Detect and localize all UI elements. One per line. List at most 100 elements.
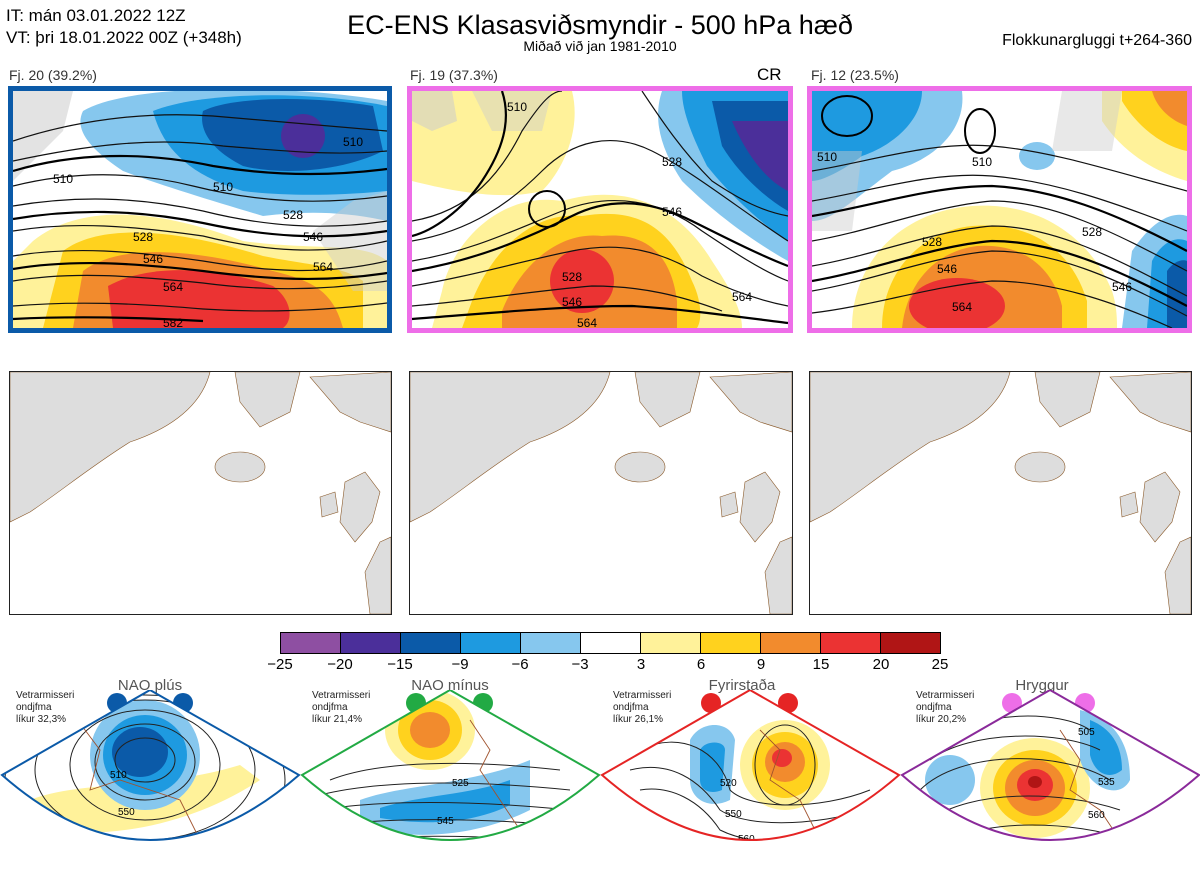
empty-map-2 (409, 371, 793, 615)
colorbar-swatch (821, 633, 881, 653)
colorbar-tick: 25 (931, 656, 949, 673)
contour-label: 546 (143, 252, 163, 266)
contour-label: 510 (343, 135, 363, 149)
contour-label: 565 (447, 850, 464, 861)
contour-label: 560 (738, 834, 755, 845)
contour-label: 528 (1082, 225, 1102, 239)
contour-label: 510 (817, 150, 837, 164)
contour-label: 546 (662, 205, 682, 219)
cluster-1-map: 510 510 510 528 528 546 546 564 564 582 (8, 86, 392, 333)
contour-label: 510 (507, 100, 527, 114)
cluster-1-label: Fj. 20 (39.2%) (9, 67, 97, 83)
contour-label: 550 (118, 807, 135, 818)
regime-season: Vetrarmisseri (312, 690, 371, 701)
cluster-3-label: Fj. 12 (23.5%) (811, 67, 899, 83)
regime-4-frame (900, 690, 1200, 841)
regime-3-marker-left (701, 693, 721, 713)
regime-months: ondjfma (16, 702, 52, 713)
cluster-2-label: Fj. 19 (37.3%) (410, 67, 498, 83)
colorbar-swatch (521, 633, 581, 653)
contour-label: 564 (163, 280, 183, 294)
regime-4-map: 505 535 560 (902, 690, 1199, 840)
regime-probability: líkur 20,2% (916, 714, 967, 725)
regime-2-name: NAO mínus (411, 677, 489, 694)
regime-4-stats: Vetrarmisseri ondjfma líkur 20,2% (916, 690, 974, 726)
regime-1-map: 510 550 (2, 690, 299, 840)
cluster-3-map: 510 510 528 528 546 546 564 (807, 86, 1192, 333)
regime-3-stats: Vetrarmisseri ondjfma líkur 26,1% (613, 690, 671, 726)
regime-3-map: 520 550 560 (602, 690, 899, 845)
regime-season: Vetrarmisseri (916, 690, 975, 701)
colorbar-tick: −15 (387, 656, 413, 673)
contour-label: 546 (562, 295, 582, 309)
regime-2-map: 525 545 565 (302, 690, 599, 861)
contour-label: 528 (662, 155, 682, 169)
contour-label: 550 (725, 809, 742, 820)
contour-label: 528 (133, 230, 153, 244)
colorbar-tick: 9 (756, 656, 766, 673)
initial-time: IT: mán 03.01.2022 12Z (6, 6, 186, 25)
colorbar-swatch (281, 633, 341, 653)
colorbar-swatch (881, 633, 940, 653)
contour-label: 560 (1088, 810, 1105, 821)
contour-label: 546 (937, 262, 957, 276)
regime-2-stats: Vetrarmisseri ondjfma líkur 21,4% (312, 690, 370, 726)
classification-window: Flokkunargluggi t+264-360 (1002, 32, 1192, 49)
contour-label: 510 (213, 180, 233, 194)
regime-season: Vetrarmisseri (16, 690, 75, 701)
regime-3-frame (600, 690, 901, 841)
regime-4-name: Hryggur (1015, 677, 1069, 694)
regime-1-name: NAO plús (117, 677, 183, 694)
regime-probability: líkur 32,3% (16, 714, 67, 725)
colorbar-tick: 6 (696, 656, 706, 673)
colorbar-tick: 15 (812, 656, 830, 673)
colorbar-swatch (641, 633, 701, 653)
colorbar-swatch (581, 633, 641, 653)
regime-months: ondjfma (312, 702, 348, 713)
empty-map-3 (809, 371, 1192, 615)
regime-season: Vetrarmisseri (613, 690, 672, 701)
regime-3-name: Fyrirstaða (708, 677, 776, 694)
regime-2-frame (300, 690, 601, 841)
regime-1-frame (0, 690, 301, 841)
climatology-subtitle: Miðað við jan 1981-2010 (523, 38, 677, 54)
colorbar-tick: −3 (571, 656, 589, 673)
contour-label: 582 (163, 316, 183, 328)
regime-1-stats: Vetrarmisseri ondjfma líkur 32,3% (16, 690, 74, 726)
colorbar-swatch (341, 633, 401, 653)
regime-probability: líkur 21,4% (312, 714, 363, 725)
contour-label: 564 (577, 316, 597, 328)
valid-time: VT: þri 18.01.2022 00Z (+348h) (6, 28, 242, 47)
contour-label: 505 (1078, 727, 1095, 738)
regime-probability: líkur 26,1% (613, 714, 664, 725)
contour-label: 535 (1098, 777, 1115, 788)
empty-map-1 (9, 371, 392, 615)
contour-label: 528 (922, 235, 942, 249)
contour-label: 564 (313, 260, 333, 274)
page-title: EC-ENS Klasasviðsmyndir - 500 hPa hæð (347, 10, 853, 40)
anomaly-colorbar (280, 632, 941, 654)
contour-label: 564 (952, 300, 972, 314)
contour-label: 546 (303, 230, 323, 244)
colorbar-swatch (761, 633, 821, 653)
colorbar-tick: 20 (872, 656, 890, 673)
colorbar-tick: −6 (511, 656, 529, 673)
contour-label: 520 (720, 778, 737, 789)
contour-label: 510 (53, 172, 73, 186)
contour-label: 528 (283, 208, 303, 222)
colorbar-swatch (461, 633, 521, 653)
colorbar-swatch (401, 633, 461, 653)
colorbar-swatch (701, 633, 761, 653)
contour-label: 546 (1112, 280, 1132, 294)
regime-months: ondjfma (916, 702, 952, 713)
contour-label: 525 (452, 778, 469, 789)
colorbar-tick: −20 (327, 656, 353, 673)
contour-label: 545 (437, 816, 454, 827)
cluster-2-map: 510 528 546 528 546 564 564 (407, 86, 793, 333)
colorbar-tick: 3 (636, 656, 646, 673)
contour-label: 510 (972, 155, 992, 169)
contour-label: 510 (110, 770, 127, 781)
colorbar-tick: −25 (267, 656, 293, 673)
contour-label: 564 (732, 290, 752, 304)
control-run-badge: CR (757, 65, 782, 84)
